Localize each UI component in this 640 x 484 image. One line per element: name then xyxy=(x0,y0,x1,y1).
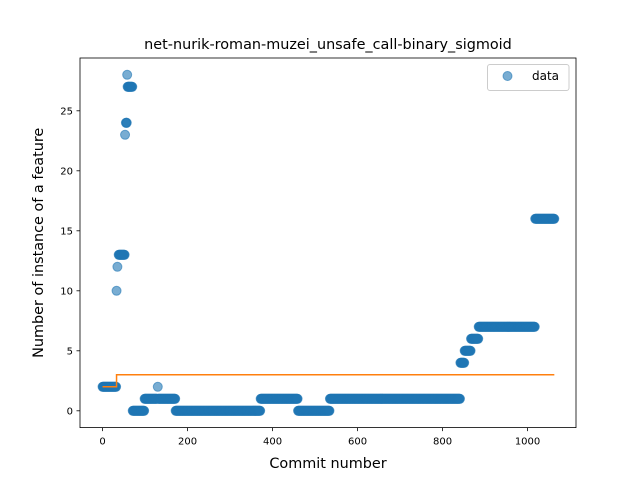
plot-marks xyxy=(97,69,560,416)
x-tick-label: 800 xyxy=(433,437,452,448)
data-point xyxy=(473,333,484,344)
legend-label-data: data xyxy=(532,69,559,83)
data-point xyxy=(139,405,150,416)
fit-line xyxy=(102,374,555,388)
x-tick-label: 0 xyxy=(99,437,105,448)
data-point xyxy=(529,321,540,332)
data-point xyxy=(127,81,138,92)
legend-box xyxy=(487,64,570,91)
y-axis-ticks: 0 5 10 15 20 25 xyxy=(60,106,80,417)
data-point xyxy=(120,129,131,140)
y-tick-label: 10 xyxy=(60,286,73,297)
x-axis-label: Commit number xyxy=(269,456,386,472)
data-point xyxy=(122,69,133,80)
x-tick-label: 400 xyxy=(263,437,282,448)
x-tick-label: 600 xyxy=(348,437,367,448)
data-point xyxy=(549,213,560,224)
legend: data xyxy=(487,64,570,91)
y-tick-label: 25 xyxy=(60,106,73,117)
data-point xyxy=(459,357,470,368)
data-point xyxy=(292,393,303,404)
data-point xyxy=(121,117,132,128)
x-tick-label: 200 xyxy=(178,437,197,448)
y-tick-label: 0 xyxy=(67,406,73,417)
data-point xyxy=(170,393,181,404)
data-point xyxy=(324,405,335,416)
y-axis-label: Number of instance of a feature xyxy=(31,128,47,358)
x-tick-label: 1000 xyxy=(515,437,540,448)
data-point xyxy=(465,345,476,356)
legend-marker-data xyxy=(502,71,513,81)
y-tick-label: 5 xyxy=(67,346,73,357)
data-point xyxy=(152,381,163,392)
data-point xyxy=(454,393,465,404)
x-axis-ticks: 0 200 400 600 800 1000 xyxy=(99,427,540,448)
chart-title: net-nurik-roman-muzei_unsafe_call-binary… xyxy=(144,37,512,53)
y-tick-label: 20 xyxy=(60,166,73,177)
data-point xyxy=(111,285,122,296)
data-point xyxy=(255,405,266,416)
plot-frame xyxy=(79,57,577,429)
data-point xyxy=(112,261,123,272)
y-tick-label: 15 xyxy=(60,226,73,237)
data-point xyxy=(119,249,130,260)
